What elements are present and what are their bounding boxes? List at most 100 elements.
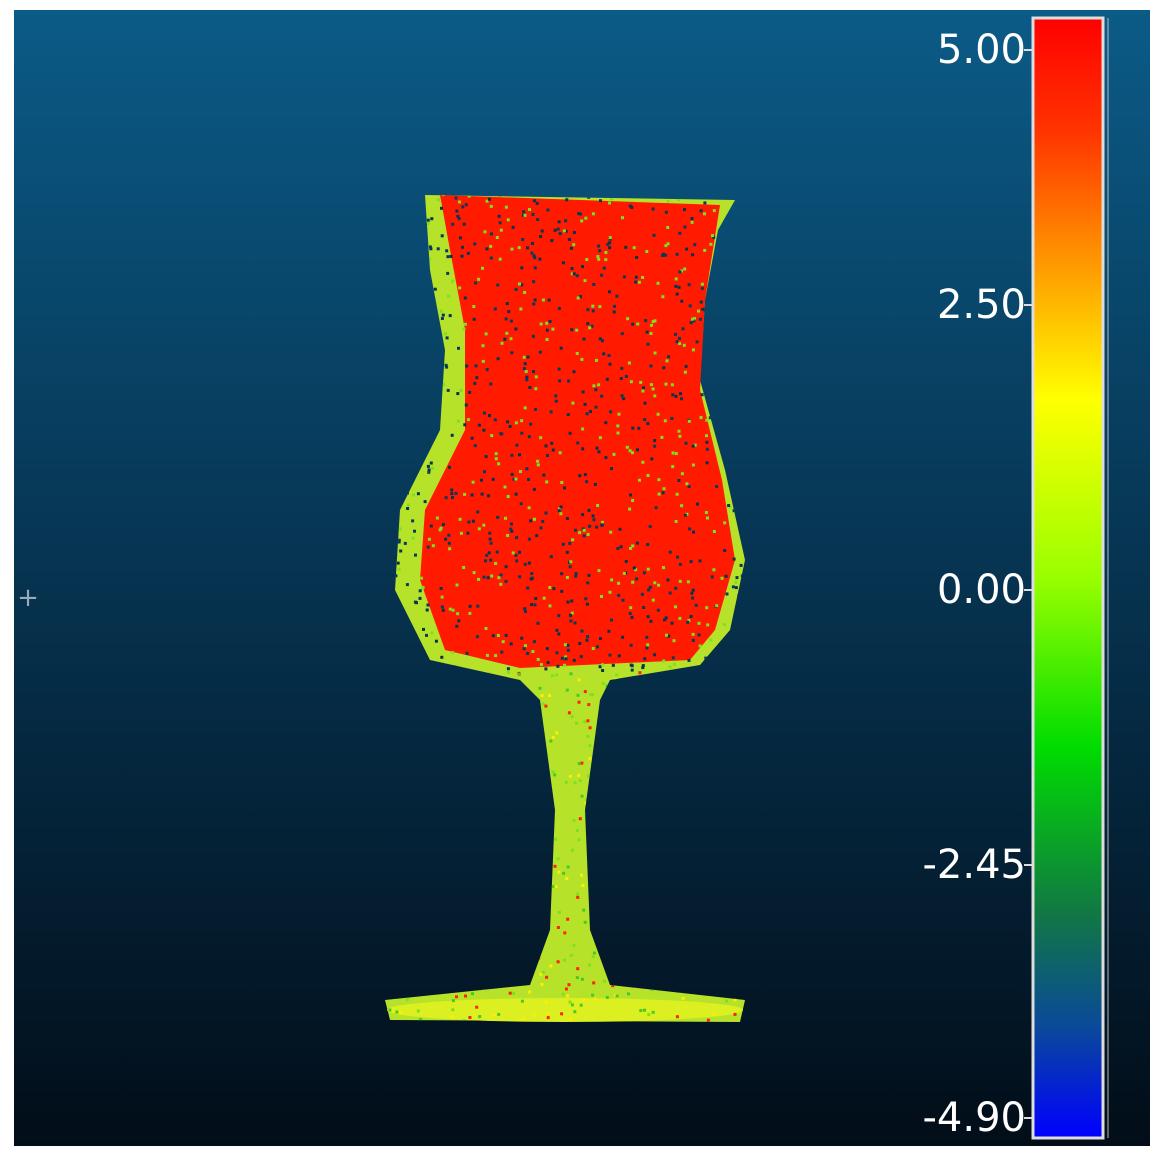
point [599,637,602,640]
point [442,382,446,386]
point [468,604,472,608]
point [691,639,695,642]
point [617,593,621,597]
point [570,272,574,276]
point [577,700,581,704]
point [455,995,458,999]
point [680,397,683,401]
point [722,623,726,627]
point [462,327,466,331]
point [706,1018,710,1022]
point [675,340,679,344]
point [447,541,451,545]
point [520,266,524,270]
point [581,427,585,431]
color-scale [1031,16,1105,1140]
point [440,655,444,659]
point [388,1008,392,1012]
point [652,233,656,237]
point [578,474,582,478]
point [531,212,535,216]
point [430,631,434,635]
point [678,434,682,438]
point [728,505,732,509]
point [444,537,448,541]
point [604,456,608,460]
point [554,885,558,889]
point [578,817,582,821]
point [505,302,509,306]
point [459,236,462,240]
point [507,670,510,674]
point [557,367,561,371]
point [499,228,503,232]
point [679,392,682,396]
point [641,460,645,464]
point [471,519,475,523]
point [641,666,645,670]
point [642,386,645,390]
point [653,319,657,323]
point [509,527,513,531]
point [510,351,514,355]
point [534,375,538,379]
point [518,453,521,457]
point [621,598,625,602]
point [698,559,702,563]
point [440,595,444,599]
point [436,198,440,202]
point [458,517,462,521]
point [510,453,514,457]
point [608,590,612,594]
point [653,444,657,448]
point [618,527,622,531]
point [524,610,527,613]
point [667,355,671,359]
point [704,511,708,514]
point [411,536,415,540]
point [569,613,572,617]
point [556,664,560,668]
point [492,1013,496,1017]
point [526,652,529,655]
point [607,354,611,357]
point [629,643,633,647]
point [439,526,443,530]
point [514,327,518,331]
point [620,394,624,398]
point [536,657,540,661]
point [685,247,689,251]
point [664,382,668,386]
point [604,421,608,425]
point [678,336,681,340]
point [536,459,540,463]
point [560,589,564,593]
point [532,254,536,258]
point [445,249,449,253]
point [572,943,576,947]
point [429,461,433,465]
point [514,287,518,291]
point [528,386,532,389]
point [645,250,649,253]
point [476,604,480,608]
point [650,323,653,327]
point [646,615,650,619]
point [515,559,519,563]
point [595,525,599,529]
point [582,534,586,538]
point [481,344,485,348]
point [544,1000,548,1004]
point [575,829,579,832]
point [700,393,704,397]
point [541,702,545,706]
point [644,319,648,323]
point [591,309,595,313]
point [687,419,691,423]
point [560,481,564,484]
point [532,640,536,644]
point [458,200,461,204]
point [552,587,556,591]
point [560,572,564,576]
